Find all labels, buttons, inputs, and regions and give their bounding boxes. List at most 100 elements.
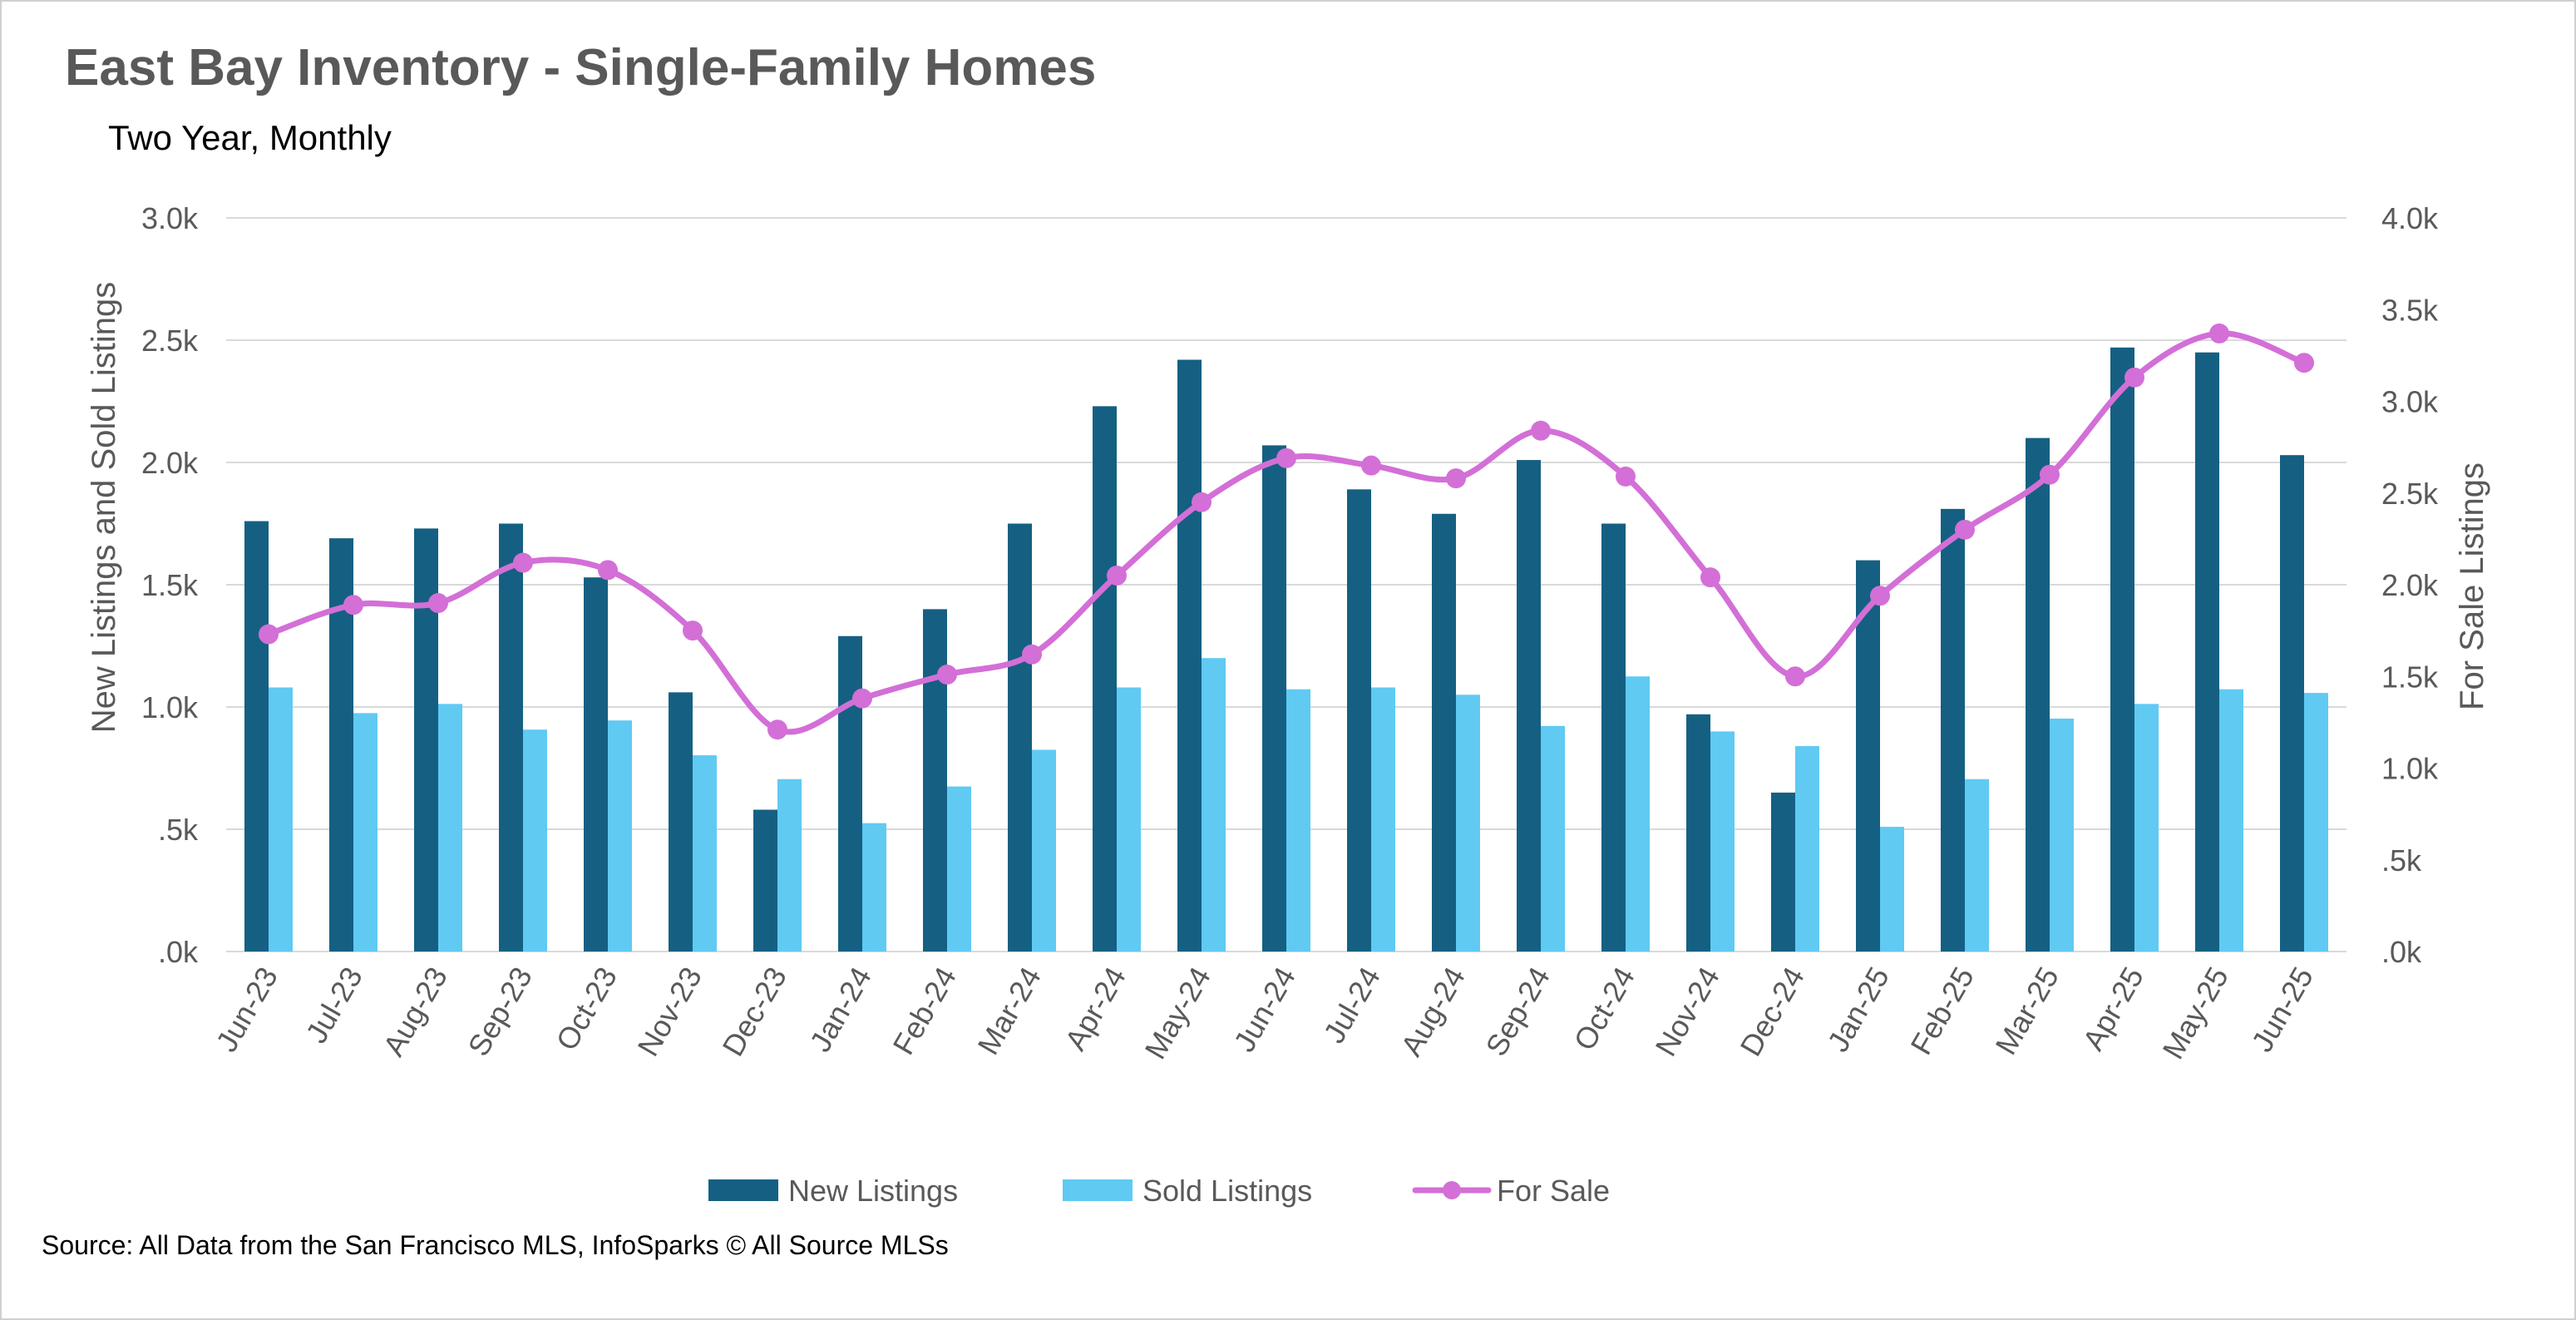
right-axis-ticks: .0k .5k 1.0k 1.5k 2.0k 2.5k 3.0k 3.5k 4.0k <box>2381 201 2439 969</box>
bar-sold-listings <box>693 755 717 952</box>
bar-sold-listings <box>1880 827 1904 952</box>
x-tick-label: May-24 <box>1137 962 1217 1065</box>
bar-sold-listings <box>608 720 632 952</box>
right-tick-label: 3.5k <box>2381 293 2439 327</box>
for-sale-point <box>598 560 618 581</box>
x-tick-label: Nov-24 <box>1648 962 1726 1062</box>
right-tick-label: 2.5k <box>2381 477 2439 511</box>
for-sale-point <box>259 624 279 645</box>
bar-new-listings <box>1347 489 1371 952</box>
legend-label-for-sale: For Sale <box>1497 1174 1610 1208</box>
right-tick-label: .0k <box>2381 935 2422 969</box>
bar-sold-listings <box>269 687 293 952</box>
x-tick-label: Oct-24 <box>1567 962 1641 1056</box>
bar-sold-listings <box>523 729 547 952</box>
right-tick-label: 1.5k <box>2381 660 2439 694</box>
for-sale-point <box>1022 644 1042 665</box>
for-sale-point <box>428 593 448 614</box>
for-sale-point <box>1616 466 1636 487</box>
bar-sold-listings <box>2304 693 2328 952</box>
bar-sold-listings <box>862 823 886 952</box>
for-sale-point <box>1446 468 1466 489</box>
x-tick-label: Dec-24 <box>1733 962 1811 1062</box>
bar-sold-listings <box>1286 689 1310 952</box>
x-tick-label: Mar-25 <box>1988 962 2065 1060</box>
x-tick-label: Jul-23 <box>299 962 369 1049</box>
left-tick-label: 1.5k <box>141 568 199 602</box>
x-tick-label: Dec-23 <box>715 962 793 1062</box>
bar-new-listings <box>1432 513 1456 952</box>
x-tick-label: Feb-25 <box>1903 962 1981 1060</box>
for-sale-point <box>1531 420 1551 441</box>
x-tick-label: Aug-23 <box>376 962 454 1062</box>
for-sale-point <box>2209 323 2229 344</box>
bar-new-listings <box>2026 438 2050 952</box>
legend-swatch-for-sale-marker <box>1443 1181 1461 1199</box>
legend-label-sold-listings: Sold Listings <box>1142 1174 1312 1208</box>
right-tick-label: 4.0k <box>2381 201 2439 235</box>
left-tick-label: 2.5k <box>141 324 199 358</box>
chart-subtitle: Two Year, Monthly <box>108 118 392 157</box>
x-tick-label: Jun-23 <box>209 962 284 1058</box>
bar-new-listings <box>499 523 523 952</box>
for-sale-point <box>1361 455 1381 476</box>
left-tick-label: 3.0k <box>141 201 199 235</box>
bar-sold-listings <box>1371 687 1395 952</box>
x-tick-label: Apr-25 <box>2075 962 2150 1056</box>
bar-new-listings <box>1008 523 1032 952</box>
x-tick-label: Oct-23 <box>549 962 624 1056</box>
for-sale-point <box>852 688 872 709</box>
for-sale-point <box>1785 666 1805 687</box>
bar-sold-listings <box>1965 779 1989 952</box>
bar-sold-listings <box>2050 718 2074 952</box>
bar-sold-listings <box>1117 687 1141 952</box>
bar-sold-listings <box>2219 689 2243 952</box>
bar-sold-listings <box>947 786 971 952</box>
chart-title: East Bay Inventory - Single-Family Homes <box>65 39 1096 96</box>
bar-sold-listings <box>1541 725 1565 952</box>
x-tick-label: Sep-24 <box>1478 962 1557 1062</box>
x-tick-label: May-25 <box>2155 962 2235 1065</box>
bar-new-listings <box>584 577 608 952</box>
bar-new-listings <box>414 528 438 952</box>
bar-new-listings <box>669 692 693 952</box>
x-tick-label: Aug-24 <box>1394 962 1472 1062</box>
right-tick-label: 1.0k <box>2381 752 2439 786</box>
bar-new-listings <box>1093 406 1117 952</box>
legend-swatch-new-listings <box>708 1179 778 1201</box>
bar-new-listings <box>2195 352 2219 952</box>
left-axis-title: New Listings and Sold Listings <box>86 282 122 734</box>
bar-new-listings <box>1601 523 1626 952</box>
x-tick-label: Jan-25 <box>1820 962 1896 1058</box>
right-tick-label: 3.0k <box>2381 385 2439 419</box>
x-tick-label: Sep-23 <box>461 962 539 1062</box>
for-sale-point <box>343 595 363 616</box>
left-tick-label: 2.0k <box>141 446 199 480</box>
bar-sold-listings <box>1202 658 1226 952</box>
for-sale-point <box>1955 519 1975 540</box>
left-tick-label: .0k <box>158 935 199 969</box>
for-sale-point <box>1870 586 1890 606</box>
bar-sold-listings <box>1795 746 1819 952</box>
bar-new-listings <box>1941 508 1965 952</box>
for-sale-point <box>1700 567 1720 588</box>
legend-swatch-sold-listings <box>1063 1179 1133 1201</box>
bar-new-listings <box>1517 460 1541 952</box>
for-sale-point <box>767 719 787 740</box>
bar-new-listings <box>244 521 269 952</box>
bar-sold-listings <box>777 779 802 952</box>
bar-new-listings <box>1856 560 1880 952</box>
right-tick-label: 2.0k <box>2381 568 2439 602</box>
bar-new-listings <box>753 809 777 952</box>
left-tick-label: 1.0k <box>141 690 199 724</box>
bar-new-listings <box>923 609 947 952</box>
bar-sold-listings <box>2134 704 2159 952</box>
bar-new-listings <box>2280 455 2304 952</box>
for-sale-point <box>2294 353 2314 373</box>
x-tick-label: Jul-24 <box>1316 962 1387 1049</box>
for-sale-point <box>1276 447 1296 468</box>
bar-sold-listings <box>1626 676 1650 952</box>
x-tick-label: Apr-24 <box>1058 962 1133 1056</box>
x-tick-label: Mar-24 <box>970 962 1048 1060</box>
